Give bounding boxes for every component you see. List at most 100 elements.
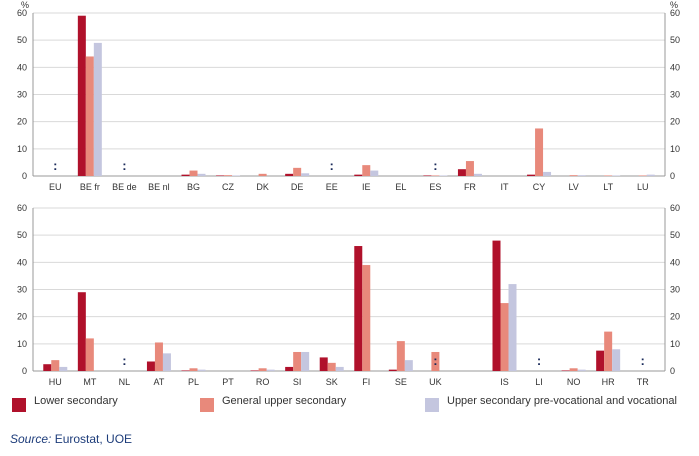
- bar-fi-lower-secondary: [354, 246, 363, 371]
- category-label-cy: CY: [533, 182, 546, 192]
- source-text: Eurostat, UOE: [54, 432, 133, 446]
- y-tick-label-left: 20: [17, 312, 27, 322]
- bar-uk-general-upper-secondary: [431, 351, 440, 371]
- bar-lt-general-upper-secondary: [604, 175, 613, 176]
- y-tick-label-left: 60: [17, 203, 27, 213]
- category-label-be-nl: BE nl: [148, 182, 170, 192]
- category-label-fi: FI: [362, 377, 370, 387]
- bar-hr-general-upper-secondary: [604, 331, 613, 371]
- bar-se-lower-secondary: [388, 369, 397, 371]
- y-tick-label-left: 40: [17, 257, 27, 267]
- bar-lv-upper-secondary-pre-vocational-and-vocational: [577, 175, 586, 176]
- y-tick-label-left: 30: [17, 90, 27, 100]
- bar-no-lower-secondary: [561, 370, 570, 371]
- legend-swatch-lower-secondary: [12, 398, 26, 412]
- bar-fi-general-upper-secondary: [362, 265, 371, 371]
- category-label-ie: IE: [362, 182, 371, 192]
- legend-item-general-upper-secondary: General upper secondary: [200, 394, 346, 412]
- category-label-is: IS: [500, 377, 509, 387]
- y-tick-label-right: 20: [670, 117, 680, 127]
- y-tick-label-right: 20: [670, 312, 680, 322]
- bar-no-upper-secondary-pre-vocational-and-vocational: [577, 369, 586, 371]
- legend-label-general-upper-secondary: General upper secondary: [222, 395, 347, 407]
- source-prefix: Source:: [10, 432, 52, 446]
- y-tick-label-right: 10: [670, 339, 680, 349]
- y-tick-label-right: 40: [670, 62, 680, 72]
- bar-pl-upper-secondary-pre-vocational-and-vocational: [197, 369, 206, 371]
- source-note: Source: Eurostat, UOE: [10, 432, 132, 446]
- y-tick-label-right: 50: [670, 230, 680, 240]
- category-label-de: DE: [291, 182, 304, 192]
- bar-bg-general-upper-secondary: [189, 170, 198, 176]
- category-label-uk: UK: [429, 377, 442, 387]
- category-label-se: SE: [395, 377, 407, 387]
- bar-lu-upper-secondary-pre-vocational-and-vocational: [646, 174, 655, 176]
- bar-no-general-upper-secondary: [569, 368, 578, 371]
- category-label-lt: LT: [603, 182, 613, 192]
- category-label-ee: EE: [326, 182, 338, 192]
- bar-hu-upper-secondary-pre-vocational-and-vocational: [59, 366, 68, 371]
- bar-be-fr-upper-secondary-pre-vocational-and-vocational: [93, 42, 102, 177]
- bar-ie-lower-secondary: [354, 174, 363, 176]
- y-tick-label-right: 30: [670, 90, 680, 100]
- bar-fr-lower-secondary: [457, 169, 466, 176]
- bar-fr-upper-secondary-pre-vocational-and-vocational: [473, 173, 482, 176]
- bar-bg-upper-secondary-pre-vocational-and-vocational: [197, 173, 206, 176]
- bar-se-general-upper-secondary: [396, 341, 405, 371]
- bar-cz-general-upper-secondary: [224, 175, 233, 176]
- bar-ro-general-upper-secondary: [258, 368, 267, 371]
- na-marker-li: :: [537, 353, 541, 368]
- na-marker-eu: :: [53, 158, 57, 173]
- category-label-be-fr: BE fr: [80, 182, 100, 192]
- legend-item-lower-secondary: Lower secondary: [12, 394, 124, 412]
- y-tick-label-right: 10: [670, 144, 680, 154]
- category-label-it: IT: [501, 182, 510, 192]
- na-marker-es: :: [433, 158, 437, 173]
- bar-ie-general-upper-secondary: [362, 165, 371, 176]
- bar-si-general-upper-secondary: [293, 351, 302, 371]
- unit-label-left: %: [21, 0, 29, 10]
- y-tick-label-left: 50: [17, 35, 27, 45]
- bar-cz-upper-secondary-pre-vocational-and-vocational: [232, 175, 241, 176]
- bar-mt-lower-secondary: [77, 292, 86, 371]
- y-tick-label-right: 0: [670, 171, 675, 181]
- bar-sk-lower-secondary: [319, 357, 328, 371]
- bar-si-upper-secondary-pre-vocational-and-vocational: [301, 351, 310, 371]
- y-tick-label-right: 0: [670, 366, 675, 376]
- legend-item-upper-secondary-vocational: Upper secondary pre-vocational and vocat…: [425, 394, 687, 412]
- legend-label-upper-secondary-vocational: Upper secondary pre-vocational and vocat…: [447, 395, 677, 407]
- bar-lv-general-upper-secondary: [569, 175, 578, 176]
- legend-swatch-general-upper-secondary: [200, 398, 214, 412]
- bar-hu-general-upper-secondary: [51, 360, 60, 371]
- bar-cy-lower-secondary: [527, 174, 536, 176]
- bar-si-lower-secondary: [285, 366, 294, 371]
- bar-cy-upper-secondary-pre-vocational-and-vocational: [543, 171, 552, 176]
- bar-ro-upper-secondary-pre-vocational-and-vocational: [266, 369, 275, 371]
- y-tick-label-left: 10: [17, 339, 27, 349]
- bar-sk-general-upper-secondary: [327, 362, 336, 371]
- category-label-at: AT: [154, 377, 165, 387]
- bar-hr-lower-secondary: [596, 350, 605, 371]
- y-tick-label-left: 60: [17, 8, 27, 18]
- y-tick-label-right: 50: [670, 35, 680, 45]
- bar-at-general-upper-secondary: [154, 342, 163, 371]
- bar-chart: 0 0 10 10 20 20 30 30 40 40 50 50 60 60% % EU: BE fr BE d…: [17, 0, 680, 387]
- bar-is-general-upper-secondary: [500, 303, 509, 371]
- bar-be-fr-general-upper-secondary: [85, 56, 94, 176]
- y-tick-label-left: 50: [17, 230, 27, 240]
- unit-label-right: %: [670, 0, 678, 10]
- na-marker-nl: :: [122, 353, 126, 368]
- bar-sk-upper-secondary-pre-vocational-and-vocational: [335, 366, 344, 371]
- bar-is-lower-secondary: [492, 240, 501, 371]
- category-label-si: SI: [293, 377, 302, 387]
- bar-pl-general-upper-secondary: [189, 368, 198, 371]
- na-marker-be-de: :: [122, 158, 126, 173]
- category-label-no: NO: [567, 377, 581, 387]
- category-label-bg: BG: [187, 182, 200, 192]
- category-label-sk: SK: [326, 377, 338, 387]
- category-label-lv: LV: [568, 182, 578, 192]
- bar-mt-general-upper-secondary: [85, 338, 94, 371]
- y-tick-label-left: 0: [22, 366, 27, 376]
- na-marker-tr: :: [641, 353, 645, 368]
- y-tick-label-right: 60: [670, 8, 680, 18]
